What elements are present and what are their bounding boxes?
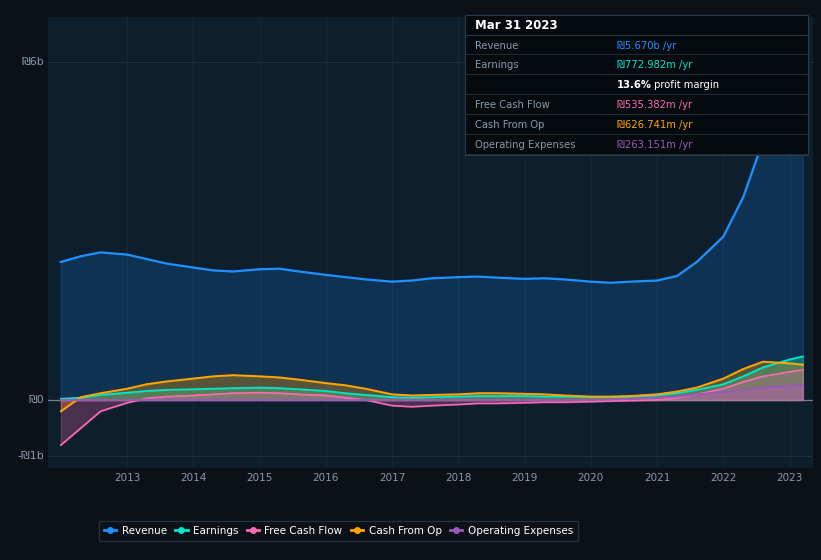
- Text: ₪626.741m /yr: ₪626.741m /yr: [617, 120, 692, 130]
- Text: ₪772.982m /yr: ₪772.982m /yr: [617, 60, 692, 71]
- Text: Mar 31 2023: Mar 31 2023: [475, 18, 557, 31]
- Text: ₪5.670b /yr: ₪5.670b /yr: [617, 40, 677, 50]
- Text: ₪263.151m /yr: ₪263.151m /yr: [617, 140, 692, 150]
- Text: ₪0: ₪0: [28, 395, 44, 405]
- Text: Cash From Op: Cash From Op: [475, 120, 544, 130]
- Text: ₪6b: ₪6b: [21, 57, 44, 67]
- Text: Operating Expenses: Operating Expenses: [475, 140, 576, 150]
- Text: Revenue: Revenue: [475, 40, 518, 50]
- Text: ₪535.382m /yr: ₪535.382m /yr: [617, 100, 692, 110]
- Text: -₪1b: -₪1b: [17, 451, 44, 461]
- Text: profit margin: profit margin: [651, 80, 719, 90]
- Text: Earnings: Earnings: [475, 60, 519, 71]
- Legend: Revenue, Earnings, Free Cash Flow, Cash From Op, Operating Expenses: Revenue, Earnings, Free Cash Flow, Cash …: [99, 521, 578, 542]
- Text: Free Cash Flow: Free Cash Flow: [475, 100, 549, 110]
- Text: 13.6%: 13.6%: [617, 80, 652, 90]
